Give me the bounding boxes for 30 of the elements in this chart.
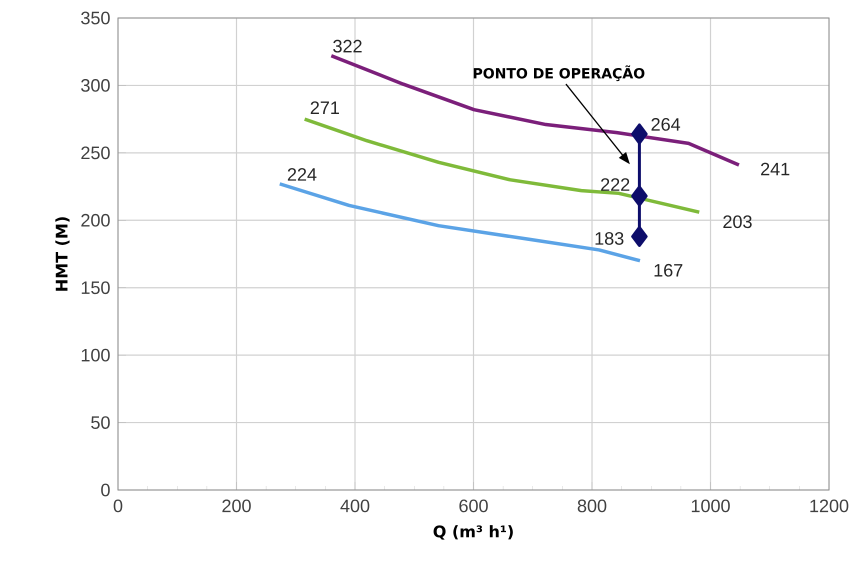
point — [631, 226, 648, 247]
annotation: 183 — [596, 232, 624, 245]
annotation: 241 — [761, 162, 790, 176]
x-tick-label: 1000 — [692, 500, 730, 512]
annotation: PONTO DE OPERAÇÃO — [474, 65, 644, 82]
x-tick-label: 800 — [578, 500, 606, 512]
x-tick-label: 1200 — [810, 500, 848, 512]
annotation: 222 — [601, 178, 630, 191]
annotation: 224 — [288, 168, 316, 181]
y-tick-label: 200 — [81, 214, 110, 227]
annotation: 264 — [652, 118, 680, 131]
y-tick-label: 300 — [81, 79, 110, 92]
x-tick-label: 600 — [459, 500, 488, 512]
x-tick-label: 400 — [340, 500, 370, 512]
y-tick-label: 50 — [91, 416, 110, 429]
y-tick-label: 0 — [101, 484, 110, 496]
y-tick-label: 250 — [81, 146, 110, 160]
y-tick-label: 350 — [81, 12, 110, 24]
point — [631, 123, 648, 144]
annotation: 203 — [723, 215, 752, 228]
point — [631, 186, 648, 207]
annotation: 167 — [654, 264, 682, 277]
x-axis-title: Q (m³ h¹) — [434, 525, 513, 540]
x-tick-label: 0 — [114, 500, 122, 512]
annotation: 322 — [333, 40, 362, 53]
y-tick-label: 150 — [82, 281, 110, 294]
y-tick-label: 100 — [82, 348, 110, 362]
annotation: 271 — [310, 101, 339, 114]
x-tick-label: 200 — [222, 500, 251, 512]
y-axis-title: HMT (M) — [55, 217, 70, 291]
